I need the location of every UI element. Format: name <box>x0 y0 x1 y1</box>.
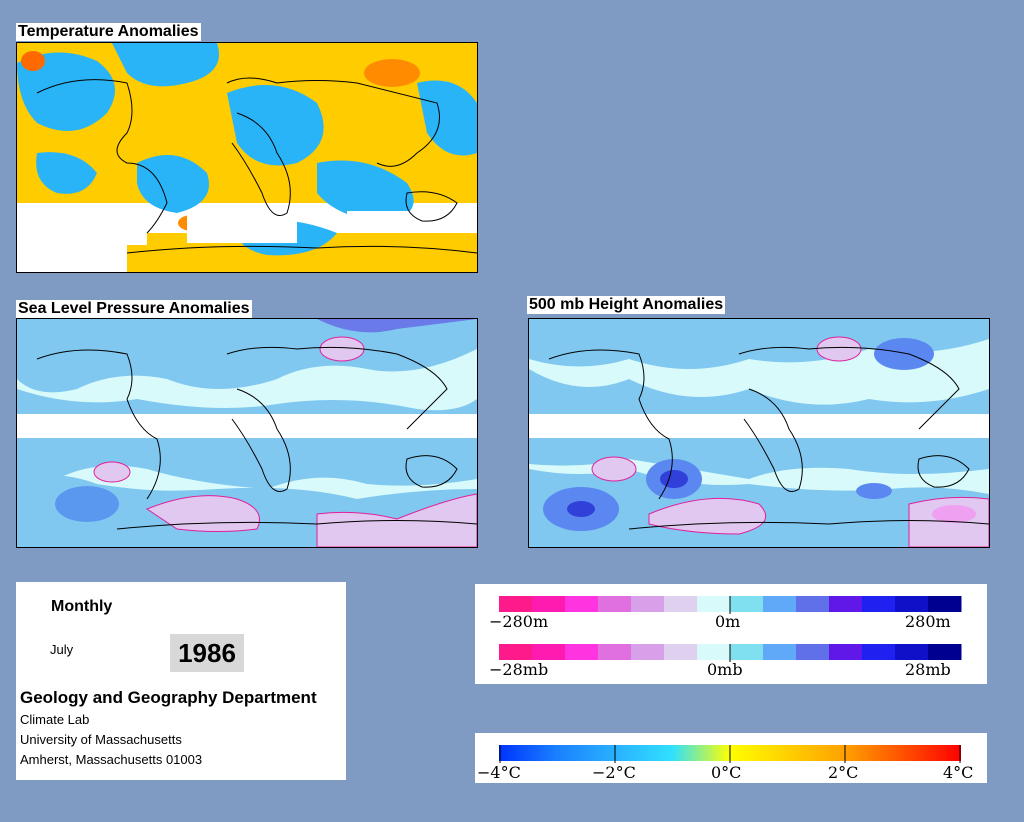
pressure-scale-mid: 0mb <box>707 660 743 679</box>
temperature-map-title: Temperature Anomalies <box>16 23 201 41</box>
pressure-scale-max: 28mb <box>905 660 951 679</box>
height-color-swatch <box>862 596 896 612</box>
address-line: Climate Lab <box>20 712 90 727</box>
anomaly-scale-legend: −280m 0m 280m −28mb 0mb 28mb <box>475 584 987 684</box>
department-name: Geology and Geography Department <box>20 688 317 707</box>
temperature-anomaly-map <box>16 42 478 273</box>
anomaly-color-bars <box>499 596 962 662</box>
height-scale-mid: 0m <box>715 612 741 631</box>
pressure-color-swatch <box>631 644 665 660</box>
height-color-swatch <box>895 596 929 612</box>
temperature-scale-label: 4°C <box>943 763 974 782</box>
temperature-scale-label: 2°C <box>828 763 859 782</box>
slp-map-title: Sea Level Pressure Anomalies <box>16 300 252 318</box>
height-color-swatch <box>928 596 962 612</box>
pressure-color-swatch <box>928 644 962 660</box>
height-scale-max: 280m <box>905 612 951 631</box>
height-color-swatch <box>796 596 830 612</box>
height-color-swatch <box>829 596 863 612</box>
height-color-swatch <box>730 596 764 612</box>
info-panel: Monthly July 1986 Geology and Geography … <box>16 582 346 780</box>
height-color-swatch <box>499 596 533 612</box>
pressure-color-swatch <box>829 644 863 660</box>
temperature-scale-label: −2°C <box>592 763 636 782</box>
pressure-color-swatch <box>763 644 797 660</box>
pressure-color-swatch <box>697 644 731 660</box>
height-color-swatch <box>763 596 797 612</box>
period-mode-label: Monthly <box>51 598 113 615</box>
pressure-color-swatch <box>565 644 599 660</box>
temperature-scale-label: −4°C <box>477 763 521 782</box>
height-scale-min: −280m <box>489 612 549 631</box>
pressure-color-swatch <box>862 644 896 660</box>
pressure-scale-min: −28mb <box>489 660 549 679</box>
height-color-swatch <box>532 596 566 612</box>
height-color-swatch <box>697 596 731 612</box>
height-color-swatch <box>664 596 698 612</box>
address-line: University of Massachusetts <box>20 732 182 747</box>
temperature-color-bar <box>499 745 961 763</box>
address-line: Amherst, Massachusetts 01003 <box>20 752 203 767</box>
pressure-color-swatch <box>730 644 764 660</box>
temperature-scale-label: 0°C <box>711 763 742 782</box>
height500-map-title: 500 mb Height Anomalies <box>527 296 726 314</box>
pressure-color-swatch <box>796 644 830 660</box>
month-label: July <box>50 642 74 657</box>
height-color-swatch <box>565 596 599 612</box>
year-label: 1986 <box>170 634 244 672</box>
pressure-color-swatch <box>598 644 632 660</box>
temperature-scale-legend: −4°C −2°C 0°C 2°C 4°C <box>475 733 987 783</box>
height-500mb-anomaly-map <box>528 318 990 548</box>
pressure-color-swatch <box>532 644 566 660</box>
pressure-color-swatch <box>895 644 929 660</box>
height-color-swatch <box>598 596 632 612</box>
height-color-swatch <box>631 596 665 612</box>
sea-level-pressure-anomaly-map <box>16 318 478 548</box>
pressure-color-swatch <box>499 644 533 660</box>
pressure-color-swatch <box>664 644 698 660</box>
